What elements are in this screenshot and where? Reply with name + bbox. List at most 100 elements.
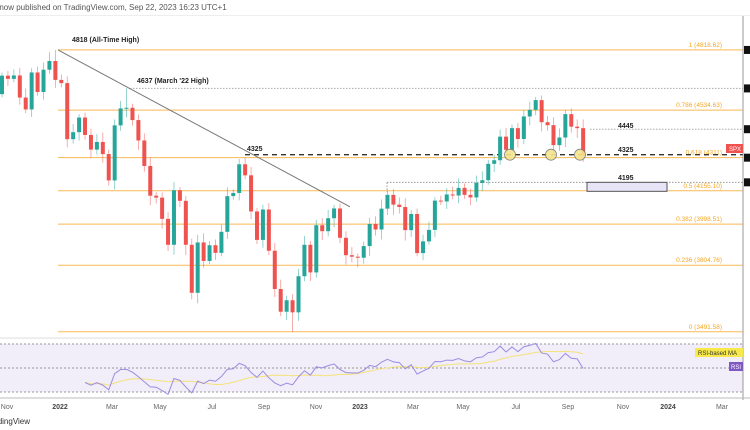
fib-label: 0.5 (4155.10)	[683, 183, 722, 190]
time-tick-label: Mar	[716, 404, 729, 411]
candle-down	[569, 114, 574, 127]
candle-up	[480, 180, 485, 183]
time-tick-label: Sep	[258, 404, 271, 411]
candle-down	[266, 209, 271, 251]
candle-up	[444, 194, 449, 202]
candle-down	[320, 225, 325, 232]
fib-label: 0 (3491.58)	[689, 324, 722, 331]
candle-up	[94, 141, 99, 150]
candle-down	[5, 75, 10, 79]
candle-down	[100, 141, 105, 155]
candle-up	[367, 223, 372, 247]
candle-down	[272, 250, 277, 289]
candle-down	[213, 245, 218, 253]
candle-down	[575, 126, 580, 129]
candle-down	[278, 288, 283, 312]
time-tick-label: 2023	[352, 404, 368, 411]
candle-up	[492, 160, 497, 164]
candle-up	[557, 137, 562, 146]
candle-up	[332, 208, 337, 219]
level-4195-label: 4195	[618, 175, 634, 182]
candle-down	[166, 218, 171, 245]
time-tick-label: Nov	[310, 404, 323, 411]
candle-down	[160, 197, 165, 219]
candle-down	[462, 187, 467, 195]
candle-up	[296, 276, 301, 313]
candle-up	[207, 245, 212, 261]
level-4445-label: 4445	[618, 123, 634, 130]
retest-circle-marker	[504, 148, 516, 161]
candle-down	[88, 134, 93, 150]
candle-down	[53, 61, 58, 80]
candle-down	[349, 255, 354, 257]
candle-down	[142, 140, 147, 166]
footer-brand: TradingView	[0, 417, 31, 426]
candle-up	[326, 218, 331, 232]
candle-down	[581, 128, 586, 156]
time-tick-label: 2022	[52, 404, 68, 411]
candle-up	[124, 107, 129, 109]
candle-down	[148, 165, 153, 196]
candle-up	[71, 132, 76, 140]
candle-down	[551, 125, 556, 146]
candle-up	[47, 61, 52, 70]
level-4325-label-left: 4325	[247, 146, 263, 153]
candle-up	[41, 69, 46, 93]
candle-up	[409, 213, 414, 231]
candle-up	[486, 163, 491, 181]
candle-down	[65, 83, 70, 140]
rsi-ma-tag	[695, 348, 743, 357]
candle-down	[35, 72, 40, 93]
candle-down	[201, 242, 206, 261]
time-tick-label: Nov	[617, 404, 630, 411]
candle-up	[302, 244, 307, 277]
candle-down	[338, 208, 343, 238]
candle-down	[243, 164, 248, 176]
candle-up	[314, 225, 319, 273]
candle-down	[249, 175, 254, 212]
price-axis-tag	[744, 178, 750, 187]
time-tick-label: Sep	[562, 404, 575, 411]
time-tick-label: Nov	[1, 404, 14, 411]
candle-down	[403, 206, 408, 231]
rsi-ma-line	[84, 350, 584, 386]
candle-down	[130, 107, 135, 121]
candle-down	[290, 300, 295, 313]
candle-up	[225, 196, 230, 232]
time-tick-label: May	[456, 404, 470, 411]
fib-label: 0.786 (4534.63)	[676, 102, 722, 109]
time-tick-label: Jul	[512, 404, 521, 411]
ath-label: 4818 (All-Time High)	[72, 37, 139, 44]
candle-up	[509, 128, 514, 150]
candle-down	[397, 204, 402, 207]
candle-up	[118, 108, 123, 126]
candle-down	[183, 200, 188, 245]
support-zone-box	[586, 181, 668, 192]
price-axis-tag	[744, 45, 750, 54]
candle-down	[189, 244, 194, 293]
candle-up	[219, 231, 224, 253]
retest-circle-marker	[574, 148, 586, 161]
rsi-line	[84, 342, 584, 396]
candle-up	[231, 192, 236, 197]
time-tick-label: Jul	[208, 404, 217, 411]
fib-label: 0.618 (4311)	[686, 150, 722, 157]
candle-up	[260, 209, 265, 240]
candle-up	[533, 100, 538, 110]
time-tick-label: 2024	[660, 404, 676, 411]
rsi-tag-text: RSI	[731, 365, 741, 371]
candle-up	[563, 114, 568, 138]
candle-down	[515, 128, 520, 139]
candle-up	[171, 190, 176, 245]
downtrend-line	[57, 49, 351, 208]
candle-up	[195, 242, 200, 293]
candle-up	[527, 109, 532, 117]
rsi-tag	[729, 362, 743, 371]
candle-up	[77, 117, 82, 133]
candle-down	[450, 194, 455, 196]
fib-label: 0.236 (3804.76)	[676, 257, 722, 264]
divider	[0, 15, 750, 16]
price-axis-tag	[744, 125, 750, 134]
candle-down	[438, 200, 443, 202]
